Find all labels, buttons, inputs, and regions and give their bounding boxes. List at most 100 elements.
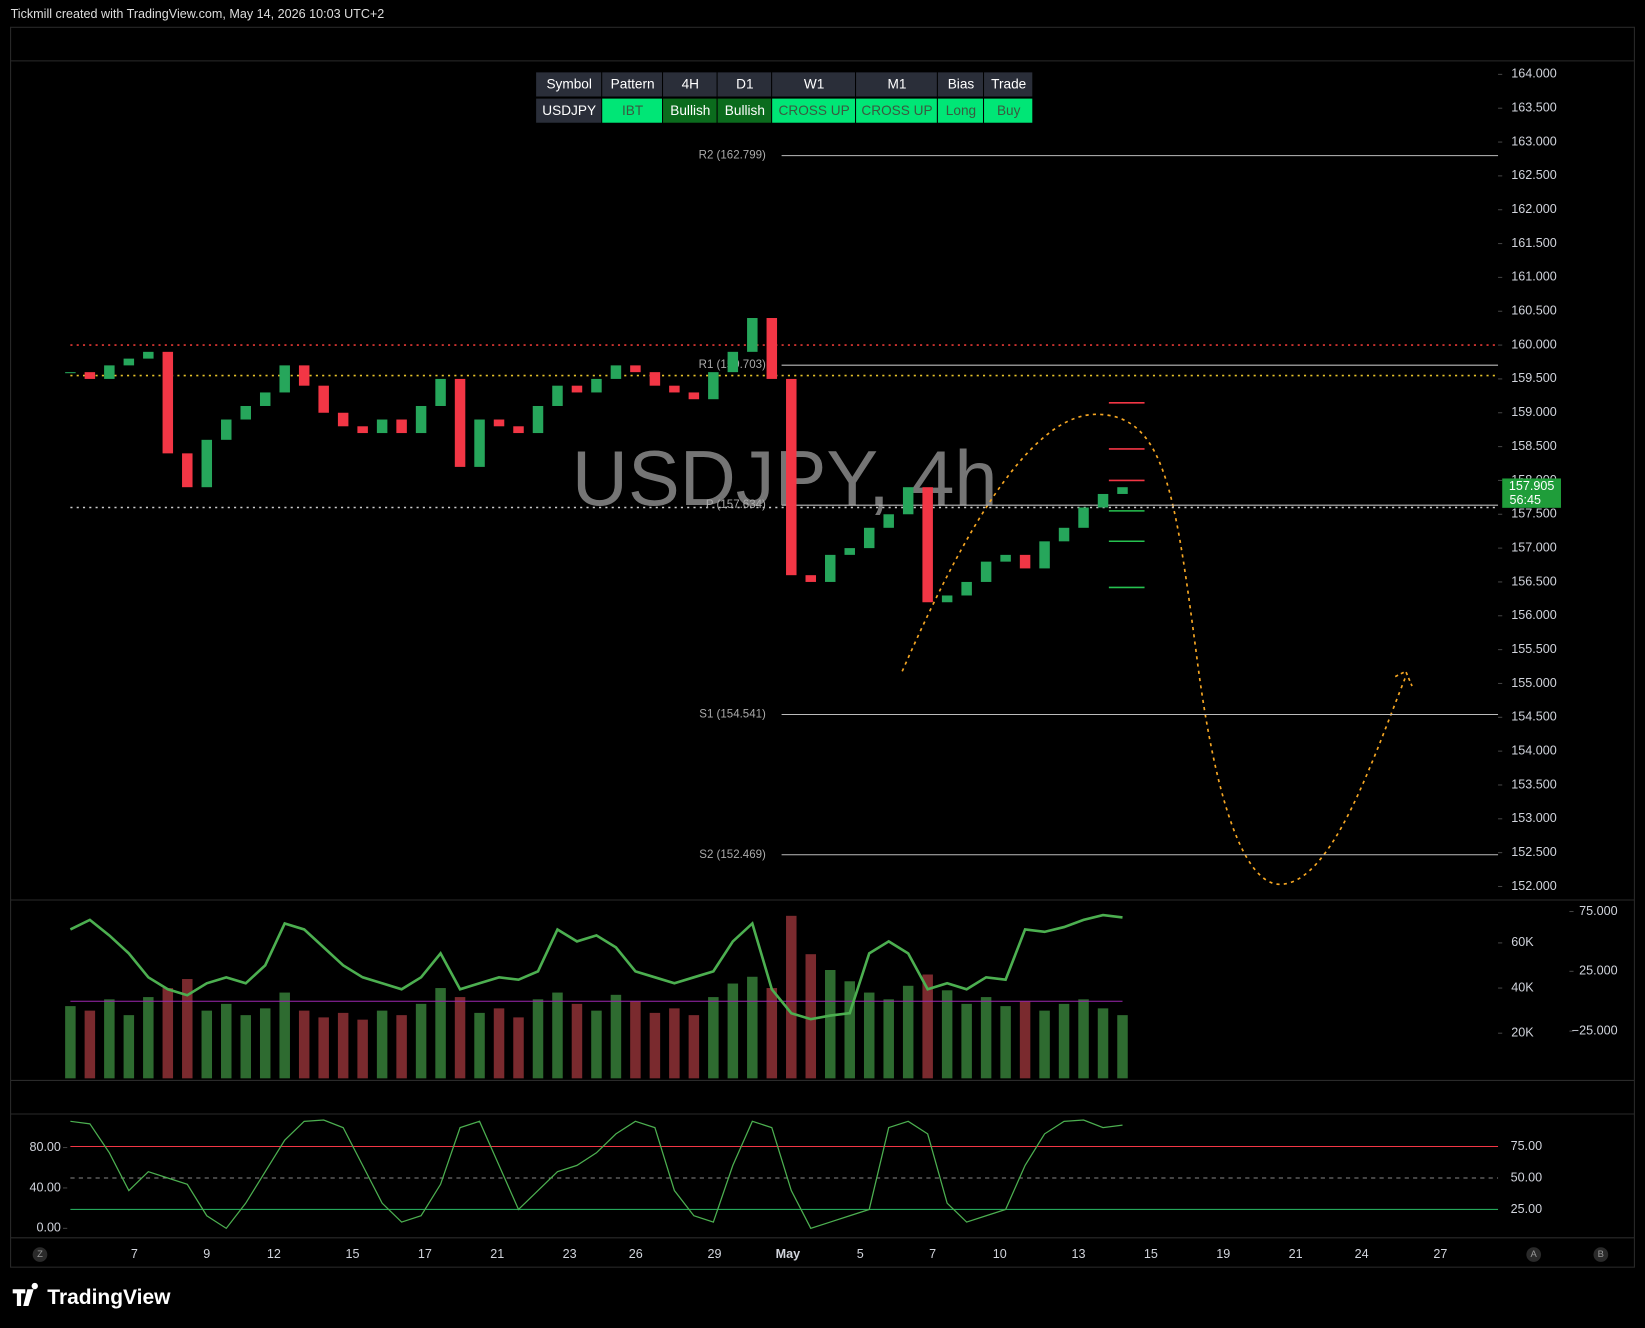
candle bbox=[240, 405, 251, 420]
volume-bar bbox=[532, 999, 544, 1079]
volume-bar bbox=[435, 988, 446, 1079]
y-tick-label: 161.000 bbox=[1511, 270, 1556, 284]
candle bbox=[571, 385, 583, 393]
volume-bar bbox=[630, 1001, 641, 1079]
candle bbox=[1078, 507, 1089, 528]
volume-bar bbox=[552, 992, 563, 1079]
volume-bar bbox=[708, 997, 719, 1079]
volume-bar bbox=[84, 1010, 96, 1079]
candle bbox=[454, 378, 466, 467]
x-tick-label: May bbox=[776, 1247, 800, 1261]
volume-bar bbox=[863, 992, 875, 1079]
candle bbox=[221, 419, 232, 440]
x-tick-label: 21 bbox=[490, 1247, 504, 1261]
volume-bar bbox=[259, 1008, 271, 1079]
candle bbox=[688, 392, 700, 400]
countdown-label: 56:45 bbox=[1510, 493, 1541, 507]
volume-bar bbox=[1000, 1006, 1011, 1079]
volume-bar bbox=[376, 1010, 388, 1079]
y-tick-label: 160.000 bbox=[1511, 337, 1556, 351]
table-header-text: Symbol bbox=[546, 77, 591, 92]
table-header-text: Trade bbox=[991, 77, 1026, 92]
table-cell-text: Buy bbox=[997, 103, 1021, 118]
y2-tick-label: 25.000 bbox=[1579, 964, 1617, 978]
volume-bar bbox=[454, 997, 466, 1079]
x-tick-label: 17 bbox=[418, 1247, 432, 1261]
candle bbox=[298, 365, 310, 386]
table-header-text: 4H bbox=[682, 77, 699, 92]
volume-bar bbox=[337, 1012, 349, 1079]
button-label: A bbox=[1531, 1249, 1538, 1260]
table-header-text: W1 bbox=[804, 77, 824, 92]
table-cell bbox=[772, 98, 856, 123]
table-header-cell bbox=[937, 72, 983, 97]
x-tick-label: 9 bbox=[203, 1247, 210, 1261]
button-label: B bbox=[1598, 1249, 1604, 1260]
table-header-text: Bias bbox=[948, 77, 975, 92]
table-cell-text: USDJPY bbox=[542, 103, 596, 118]
y-tick-label: 155.000 bbox=[1511, 676, 1556, 690]
table-header-cell bbox=[602, 72, 663, 97]
candle bbox=[902, 487, 914, 515]
pivot-label: S1 (154.541) bbox=[699, 709, 766, 721]
volume-bar bbox=[65, 1006, 76, 1079]
y-tick-label: 163.000 bbox=[1511, 134, 1556, 148]
y-tick-label: 155.500 bbox=[1511, 642, 1556, 656]
volume-bar bbox=[1039, 1010, 1050, 1079]
stoch-line bbox=[70, 1119, 1123, 1230]
y-tick-label: 157.000 bbox=[1511, 540, 1556, 554]
y-tick-label: 162.000 bbox=[1511, 202, 1556, 216]
candle bbox=[415, 405, 427, 434]
y2-tick-label: 50.00 bbox=[1511, 1170, 1542, 1184]
candle bbox=[1058, 527, 1070, 542]
candle bbox=[1117, 487, 1128, 494]
volume-bar bbox=[649, 1012, 661, 1079]
table-cell-text: CROSS UP bbox=[779, 103, 850, 118]
watermark: USDJPY, 4h bbox=[572, 436, 998, 522]
button[interactable] bbox=[1526, 1247, 1542, 1262]
candle bbox=[435, 378, 446, 406]
candle bbox=[825, 554, 836, 582]
table-cell-text: IBT bbox=[622, 103, 644, 118]
button[interactable] bbox=[32, 1247, 48, 1262]
candle bbox=[786, 378, 797, 576]
x-tick-label: 10 bbox=[993, 1247, 1007, 1261]
volume-bar bbox=[396, 1015, 407, 1079]
volume-bar bbox=[922, 974, 933, 1079]
y-tick-label: 153.000 bbox=[1511, 811, 1556, 825]
volume-bar bbox=[902, 985, 914, 1079]
candle bbox=[591, 378, 602, 393]
candle bbox=[259, 392, 271, 406]
x-tick-label: 12 bbox=[267, 1247, 281, 1261]
x-tick-label: 21 bbox=[1289, 1247, 1303, 1261]
y-tick-label: 158.500 bbox=[1511, 439, 1556, 453]
button[interactable] bbox=[1593, 1247, 1609, 1262]
candle bbox=[182, 453, 193, 488]
pivot-label: P (157.634) bbox=[706, 499, 766, 511]
volume-bar bbox=[162, 988, 174, 1079]
table-cell bbox=[536, 98, 602, 123]
y2-tick-label: −25.000 bbox=[1572, 1023, 1618, 1037]
y-tick-label: 40K bbox=[1511, 980, 1534, 994]
x-tick-label: 26 bbox=[629, 1247, 643, 1261]
candle bbox=[1039, 541, 1050, 569]
candle bbox=[844, 548, 855, 555]
candle bbox=[941, 595, 953, 603]
table-cell-text: CROSS UP bbox=[861, 103, 932, 118]
candle bbox=[708, 372, 719, 400]
y-tick-label: 164.000 bbox=[1511, 67, 1556, 81]
y-tick-label: 159.000 bbox=[1511, 405, 1556, 419]
y-tick-label: 159.500 bbox=[1511, 371, 1556, 385]
table-cell-text: Bullish bbox=[725, 103, 765, 118]
volume-bar bbox=[104, 999, 115, 1079]
volume-bar bbox=[961, 1003, 972, 1079]
candle bbox=[669, 385, 680, 393]
table-cell-text: Long bbox=[946, 103, 976, 118]
y2-tick-label: 25.00 bbox=[1511, 1202, 1542, 1216]
x-tick-label: 13 bbox=[1071, 1247, 1085, 1261]
volume-bar bbox=[747, 976, 758, 1079]
volume-bar bbox=[766, 988, 778, 1079]
volume-bar bbox=[123, 1015, 135, 1079]
volume-bar bbox=[279, 992, 290, 1079]
